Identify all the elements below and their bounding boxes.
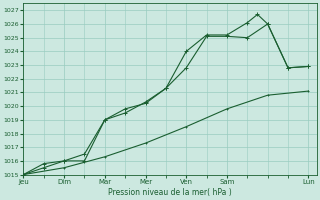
X-axis label: Pression niveau de la mer( hPa ): Pression niveau de la mer( hPa ) (108, 188, 232, 197)
